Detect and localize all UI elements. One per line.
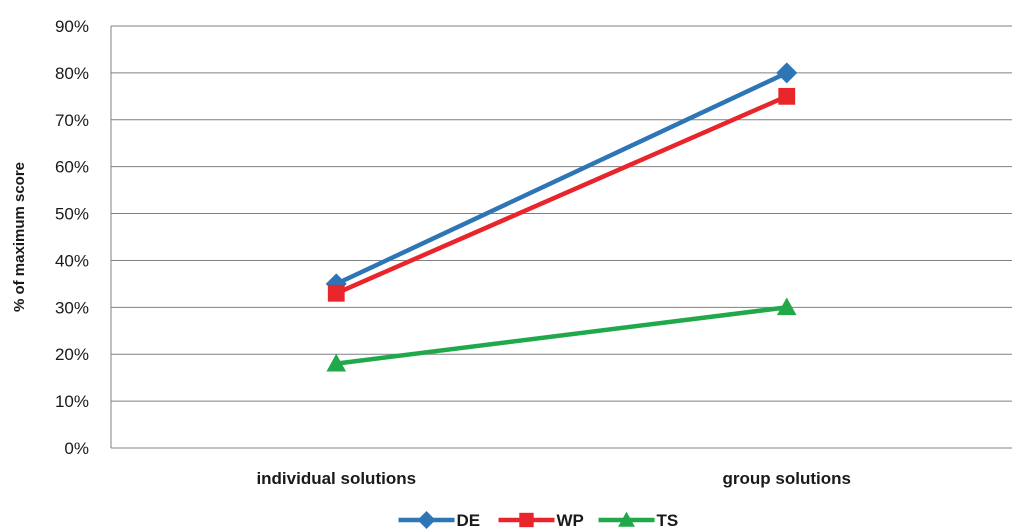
x-tick-label: group solutions xyxy=(723,469,851,488)
y-tick-label: 50% xyxy=(55,205,89,224)
series-de xyxy=(325,62,798,295)
y-tick-label: 10% xyxy=(55,392,89,411)
legend: DE WP TS xyxy=(398,511,679,530)
legend-item-ts: TS xyxy=(598,511,679,530)
legend-item-de: DE xyxy=(398,511,481,530)
legend-label: TS xyxy=(657,511,679,530)
y-tick-label: 40% xyxy=(55,251,89,270)
series-line xyxy=(335,94,788,296)
y-tick-label: 90% xyxy=(55,17,89,36)
y-tick-label: 30% xyxy=(55,298,89,317)
y-tick-labels: 0% 10% 20% 30% 40% 50% 60% 70% 80% 90% xyxy=(55,17,89,458)
y-tick-label: 60% xyxy=(55,158,89,177)
legend-label: WP xyxy=(557,511,584,530)
data-point xyxy=(776,62,798,84)
series-line xyxy=(335,305,788,366)
data-point xyxy=(327,284,345,302)
series xyxy=(325,62,798,372)
legend-item-wp: WP xyxy=(498,511,584,530)
y-tick-label: 20% xyxy=(55,345,89,364)
y-tick-label: 70% xyxy=(55,111,89,130)
axes xyxy=(110,26,1012,449)
data-point xyxy=(778,87,796,105)
legend-label: DE xyxy=(457,511,481,530)
series-wp xyxy=(327,87,796,302)
data-point xyxy=(417,511,436,529)
gridlines xyxy=(111,25,1012,402)
series-line xyxy=(335,70,788,286)
y-tick-label: 80% xyxy=(55,64,89,83)
data-point xyxy=(326,353,347,372)
y-tick-label: 0% xyxy=(64,439,89,458)
x-tick-label: individual solutions xyxy=(256,469,416,488)
y-axis-title: % of maximum score xyxy=(11,162,28,312)
data-point xyxy=(618,511,635,527)
data-point xyxy=(776,297,797,316)
x-tick-labels: individual solutions group solutions xyxy=(256,469,851,488)
series-ts xyxy=(326,297,797,372)
data-point xyxy=(519,512,534,528)
